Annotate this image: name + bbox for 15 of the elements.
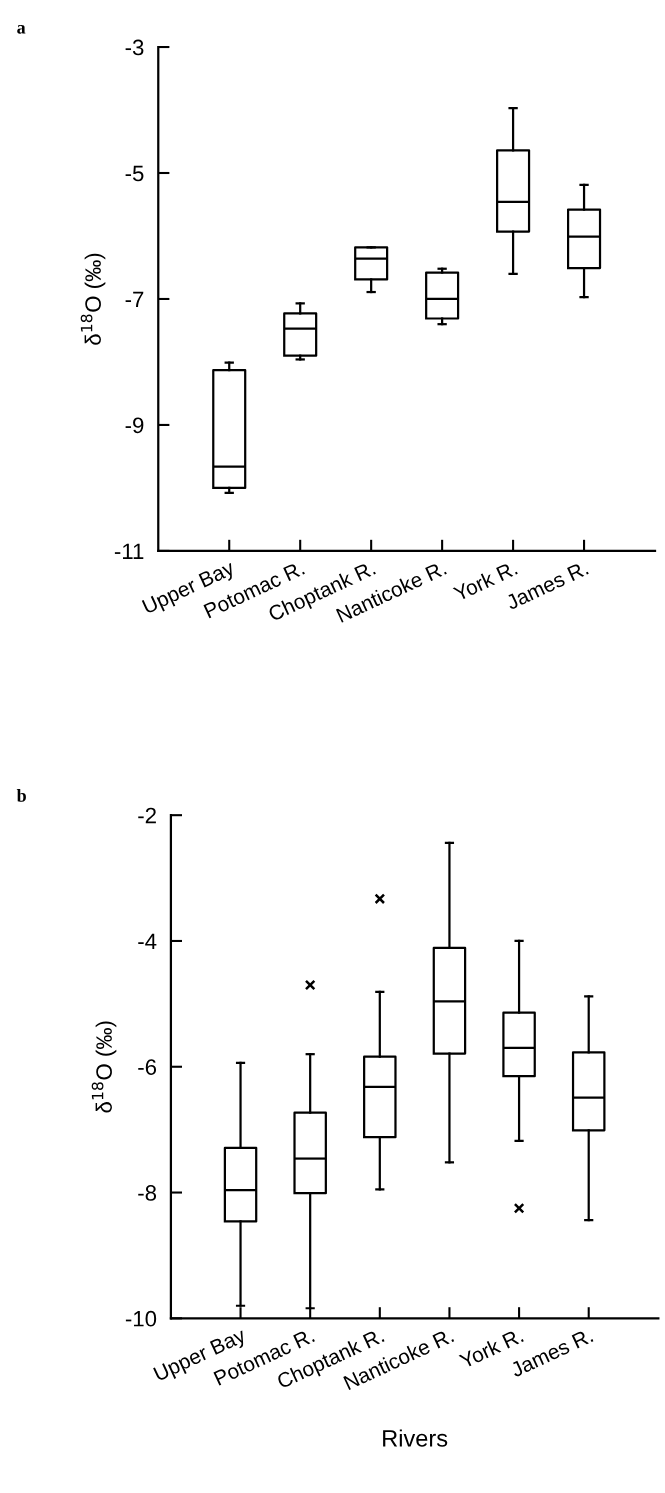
y-tick-label: -9 <box>125 417 144 434</box>
y-tick-label: -8 <box>138 1185 157 1201</box>
y-tick-label: -7 <box>125 291 144 308</box>
y-axis-title: δ$^{18}$O (‰) <box>80 253 106 345</box>
text: b <box>16 789 26 802</box>
y-tick-label: -3 <box>125 39 144 56</box>
y-tick-label: -6 <box>138 1059 157 1076</box>
y-tick-label: -5 <box>125 165 144 182</box>
y-tick-label: -11 <box>114 543 144 559</box>
y-axis-title: δ$^{18}$O (‰) <box>91 1021 117 1113</box>
y-tick-label: -4 <box>138 933 157 950</box>
x-axis-title: Rivers <box>383 1429 448 1447</box>
y-tick-label: -10 <box>125 1310 157 1327</box>
y-tick-label: -2 <box>138 807 156 824</box>
chart-title: a <box>17 24 26 34</box>
